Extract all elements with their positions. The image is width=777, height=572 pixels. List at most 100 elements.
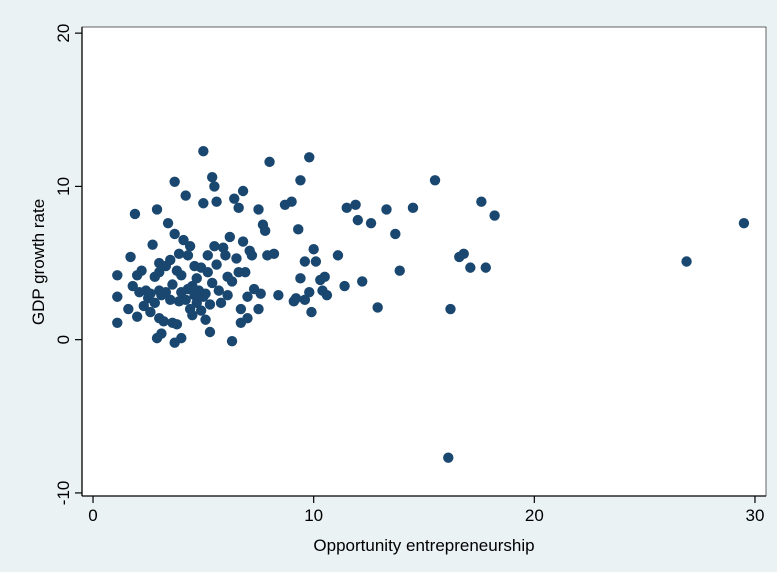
data-point <box>151 204 163 215</box>
data-point <box>112 270 123 281</box>
data-point <box>206 172 218 183</box>
data-point <box>138 300 149 312</box>
data-point <box>407 202 419 214</box>
data-point <box>226 335 238 347</box>
data-point <box>173 248 185 260</box>
data-point <box>738 217 750 229</box>
data-point <box>162 217 174 229</box>
data-point <box>445 303 456 315</box>
data-point <box>681 256 692 267</box>
data-point <box>211 259 222 270</box>
data-point <box>372 302 383 313</box>
data-point <box>304 286 315 298</box>
data-point <box>429 175 441 186</box>
data-point <box>295 273 306 284</box>
data-point <box>253 303 264 315</box>
data-point <box>198 198 209 209</box>
plot-area <box>81 26 767 497</box>
data-point <box>352 214 364 226</box>
data-point <box>200 314 211 325</box>
data-point <box>182 250 194 261</box>
y-axis-ticks: -10 0 10 20 <box>54 24 82 506</box>
data-point <box>211 196 222 207</box>
data-point <box>286 196 297 207</box>
data-point <box>206 277 218 289</box>
data-point <box>204 299 216 310</box>
y-tick-label: 10 <box>54 177 73 196</box>
data-point <box>226 276 238 287</box>
data-point <box>489 210 500 221</box>
data-point <box>233 202 244 214</box>
data-point <box>209 181 220 192</box>
data-point <box>176 332 187 344</box>
data-point <box>169 228 180 240</box>
x-tick-label: 0 <box>88 506 97 525</box>
data-point <box>390 228 401 240</box>
data-point <box>125 251 136 263</box>
data-point <box>129 208 141 220</box>
data-point <box>229 193 240 204</box>
data-point <box>112 317 123 329</box>
data-point <box>242 313 253 324</box>
data-point <box>299 256 311 267</box>
data-point <box>187 309 198 321</box>
data-point <box>255 288 266 299</box>
data-point <box>237 236 249 247</box>
data-point <box>202 250 213 261</box>
data-point <box>209 240 220 252</box>
data-point <box>235 303 247 315</box>
data-point <box>191 297 202 309</box>
data-point <box>136 265 147 276</box>
data-point <box>268 248 280 260</box>
x-axis-title: Opportunity entrepreneurship <box>313 536 534 555</box>
data-point <box>184 240 196 252</box>
data-point <box>295 175 306 186</box>
data-point <box>308 244 319 255</box>
data-point <box>310 256 322 267</box>
x-axis-ticks: 0 10 20 30 <box>88 496 764 525</box>
data-point <box>253 204 264 215</box>
data-point <box>165 254 176 266</box>
data-point <box>365 217 377 229</box>
data-point <box>319 271 330 283</box>
y-tick-label: 20 <box>54 24 73 43</box>
data-point <box>264 156 275 168</box>
data-point <box>357 276 368 287</box>
data-point <box>145 306 156 318</box>
data-point <box>480 262 491 273</box>
data-point <box>213 285 224 296</box>
data-point <box>304 152 315 163</box>
data-point <box>350 199 361 210</box>
data-point <box>123 303 134 315</box>
data-point <box>224 231 236 243</box>
data-point <box>198 145 209 157</box>
data-point <box>202 267 213 278</box>
data-point <box>180 294 191 306</box>
y-axis-title: GDP growth rate <box>29 199 48 325</box>
y-tick-label: 0 <box>54 335 73 344</box>
y-tick-label: -10 <box>54 481 73 506</box>
data-point <box>246 250 258 261</box>
data-point <box>149 297 161 309</box>
data-point <box>112 291 123 302</box>
data-point <box>293 224 304 235</box>
data-point <box>131 311 143 322</box>
data-point <box>195 305 207 316</box>
data-point <box>394 265 405 276</box>
data-point <box>215 297 227 309</box>
data-point <box>259 225 271 237</box>
data-point <box>381 204 392 215</box>
data-point <box>204 326 216 338</box>
data-point <box>339 280 350 292</box>
data-point <box>290 293 302 304</box>
data-point <box>191 273 202 284</box>
data-point <box>237 185 249 197</box>
data-point <box>222 290 233 301</box>
data-point <box>458 248 469 260</box>
data-point <box>169 176 180 188</box>
data-point <box>242 291 253 302</box>
data-point <box>306 306 317 318</box>
x-tick-label: 10 <box>304 506 323 525</box>
data-point <box>299 294 311 306</box>
